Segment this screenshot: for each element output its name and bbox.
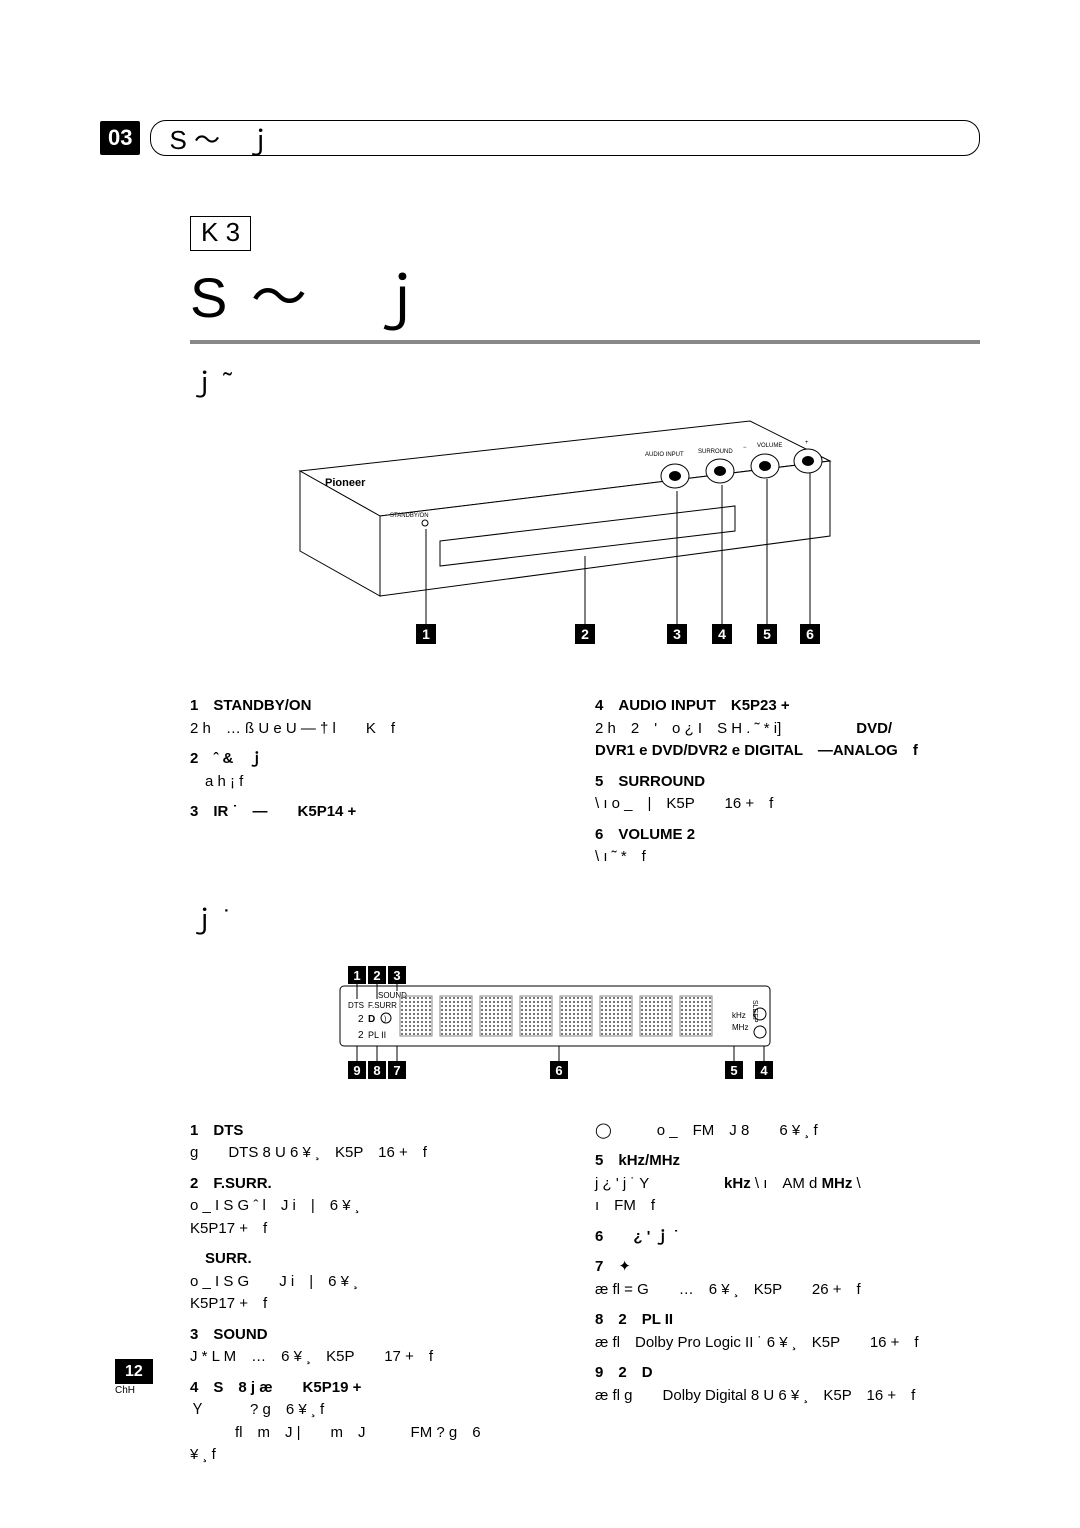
- brand-text: Pioneer: [325, 477, 366, 489]
- svg-text:VOLUME: VOLUME: [757, 443, 782, 449]
- display-heading: ｊ ˙: [190, 899, 980, 936]
- svg-text:9: 9: [353, 1063, 360, 1078]
- svg-text:MHz: MHz: [732, 1023, 748, 1032]
- antenna-icon: Ｙ: [190, 1401, 205, 1418]
- svg-text:1: 1: [422, 626, 430, 642]
- front-panel-columns: 1 STANDBY/ON2 h … ß U e U — † l K f 2 ˆ …: [190, 695, 980, 877]
- svg-text:4: 4: [718, 626, 726, 642]
- chapter-header: K 3 S ～ ｊ: [190, 216, 980, 344]
- svg-text:2: 2: [581, 626, 589, 642]
- svg-text:): ): [384, 1016, 386, 1023]
- svg-text:PL II: PL II: [368, 1030, 386, 1040]
- svg-text:D: D: [368, 1014, 375, 1025]
- chapter-k: K 3: [190, 216, 251, 251]
- svg-text:5: 5: [730, 1063, 737, 1078]
- svg-text:7: 7: [393, 1063, 400, 1078]
- svg-text:DTS: DTS: [348, 1001, 364, 1010]
- svg-text:1: 1: [353, 968, 360, 983]
- display-diagram: SOUND DTS F.SURR 2 D 2 PL II ) kHz MHz S…: [100, 966, 980, 1096]
- section-badge: 03: [100, 121, 140, 155]
- svg-text:F.SURR: F.SURR: [368, 1001, 397, 1010]
- svg-text:6: 6: [806, 626, 814, 642]
- page-number: 12: [115, 1359, 153, 1384]
- sleep-icon: ✦: [618, 1258, 631, 1275]
- display-right-col: ◯ o _ FM J 8 6 ¥ ¸ f 5 kHz/MHz j ¿ ' j ˙…: [595, 1120, 980, 1475]
- svg-text:2: 2: [373, 968, 380, 983]
- svg-text:4: 4: [760, 1063, 768, 1078]
- page-number-block: 12 ChH: [115, 1363, 153, 1396]
- front-right-col: 4 AUDIO INPUT K5P23 + 2 h 2 ' o ¿ I S H …: [595, 695, 980, 877]
- svg-text:8: 8: [373, 1063, 380, 1078]
- svg-text:AUDIO INPUT: AUDIO INPUT: [645, 452, 684, 458]
- display-columns: 1 DTSg DTS 8 U 6 ¥ ¸ K5P 16 + f 2 F.SURR…: [190, 1120, 980, 1475]
- svg-text:3: 3: [393, 968, 400, 983]
- front-panel-heading: ｊ ˜: [190, 362, 980, 399]
- display-svg: SOUND DTS F.SURR 2 D 2 PL II ) kHz MHz S…: [260, 966, 820, 1096]
- svg-text:SURROUND: SURROUND: [698, 449, 733, 455]
- mono-icon: ◯: [595, 1122, 612, 1139]
- front-left-col: 1 STANDBY/ON2 h … ß U e U — † l K f 2 ˆ …: [190, 695, 575, 877]
- svg-text:3: 3: [673, 626, 681, 642]
- device-svg: Pioneer STANDBY/ON AUDIO INPUT SURROUND …: [230, 411, 850, 671]
- svg-text:2: 2: [358, 1030, 364, 1041]
- svg-text:2: 2: [358, 1014, 364, 1025]
- page: 03 S ～ ｊ K 3 S ～ ｊ ｊ ˜ Pioneer STANDBY/O…: [0, 0, 1080, 1475]
- svg-text:6: 6: [555, 1063, 562, 1078]
- standby-label: STANDBY/ON: [390, 513, 429, 519]
- svg-text:5: 5: [763, 626, 771, 642]
- svg-text:kHz: kHz: [732, 1011, 746, 1020]
- device-diagram: Pioneer STANDBY/ON AUDIO INPUT SURROUND …: [100, 411, 980, 671]
- page-code: ChH: [115, 1385, 153, 1396]
- section-title-pill: S ～ ｊ: [150, 120, 980, 156]
- svg-text:−: −: [743, 445, 747, 451]
- display-left-col: 1 DTSg DTS 8 U 6 ¥ ¸ K5P 16 + f 2 F.SURR…: [190, 1120, 575, 1475]
- title-rule: [190, 340, 980, 344]
- svg-text:+: +: [805, 440, 809, 446]
- section-title-text: S ～ ｊ: [169, 120, 272, 157]
- top-bar: 03 S ～ ｊ: [100, 120, 980, 156]
- chapter-title: S ～ ｊ: [190, 253, 980, 334]
